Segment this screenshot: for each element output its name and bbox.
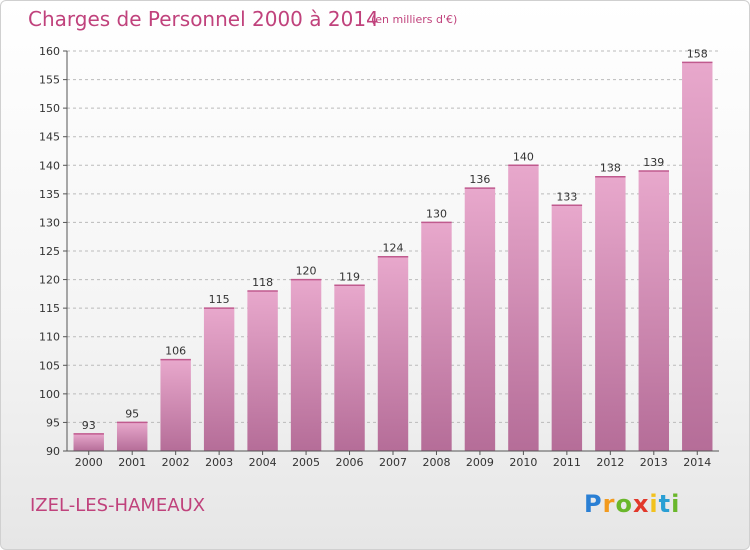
bar: [247, 291, 278, 451]
x-tick-label: 2009: [466, 456, 494, 469]
bar: [464, 188, 496, 451]
x-tick-label: 2000: [75, 456, 103, 469]
bar-value-label: 120: [296, 265, 317, 278]
chart-title: Charges de Personnel 2000 à 2014: [28, 7, 379, 31]
bar-value-label: 115: [209, 293, 230, 306]
y-tick-label: 95: [46, 416, 60, 429]
bar: [595, 176, 626, 451]
chart-subtitle: (en milliers d'€): [371, 13, 458, 26]
y-tick-label: 120: [39, 274, 60, 287]
commune-name: IZEL-LES-HAMEAUX: [30, 495, 206, 516]
y-tick-label: 160: [39, 45, 60, 58]
bar-value-label: 130: [426, 207, 447, 220]
x-tick-label: 2002: [162, 456, 190, 469]
bar: [73, 433, 104, 451]
bar: [334, 285, 365, 451]
y-tick-label: 125: [39, 245, 60, 258]
bar-value-label: 138: [600, 162, 621, 175]
bar-value-label: 95: [125, 407, 139, 420]
y-tick-label: 145: [39, 131, 60, 144]
bar-value-label: 124: [383, 242, 404, 255]
bar-value-label: 133: [556, 190, 577, 203]
bar: [508, 165, 539, 452]
y-tick-label: 150: [39, 102, 60, 115]
bar-value-label: 136: [469, 173, 490, 186]
bar: [116, 422, 148, 451]
y-tick-label: 90: [46, 445, 60, 458]
bar: [290, 279, 322, 451]
x-tick-label: 2004: [249, 456, 277, 469]
bar-value-label: 119: [339, 270, 360, 283]
bar-value-label: 158: [687, 47, 708, 60]
x-tick-label: 2014: [683, 456, 711, 469]
bar: [203, 308, 235, 451]
y-tick-label: 105: [39, 359, 60, 372]
bar: [682, 62, 713, 452]
bar: [551, 205, 583, 451]
y-tick-label: 100: [39, 388, 60, 401]
bar: [421, 222, 452, 451]
y-tick-label: 155: [39, 74, 60, 87]
x-tick-label: 2011: [553, 456, 581, 469]
bar-value-label: 93: [82, 419, 96, 432]
bar-value-label: 118: [252, 276, 273, 289]
y-tick-label: 110: [39, 331, 60, 344]
x-tick-label: 2012: [596, 456, 624, 469]
x-tick-label: 2007: [379, 456, 407, 469]
bar: [377, 256, 409, 451]
x-tick-label: 2005: [292, 456, 320, 469]
x-tick-label: 2013: [640, 456, 668, 469]
x-tick-label: 2003: [205, 456, 233, 469]
bar-value-label: 106: [165, 345, 186, 358]
y-tick-label: 140: [39, 159, 60, 172]
x-tick-label: 2008: [422, 456, 450, 469]
proxiti-logo: Proxiti: [584, 490, 681, 518]
x-tick-label: 2010: [509, 456, 537, 469]
y-tick-label: 135: [39, 188, 60, 201]
x-tick-label: 2006: [336, 456, 364, 469]
y-tick-label: 130: [39, 216, 60, 229]
x-tick-label: 2001: [118, 456, 146, 469]
y-tick-label: 115: [39, 302, 60, 315]
bar: [638, 171, 670, 451]
bar-value-label: 140: [513, 150, 534, 163]
bar: [160, 359, 191, 451]
bar-value-label: 139: [643, 156, 664, 169]
